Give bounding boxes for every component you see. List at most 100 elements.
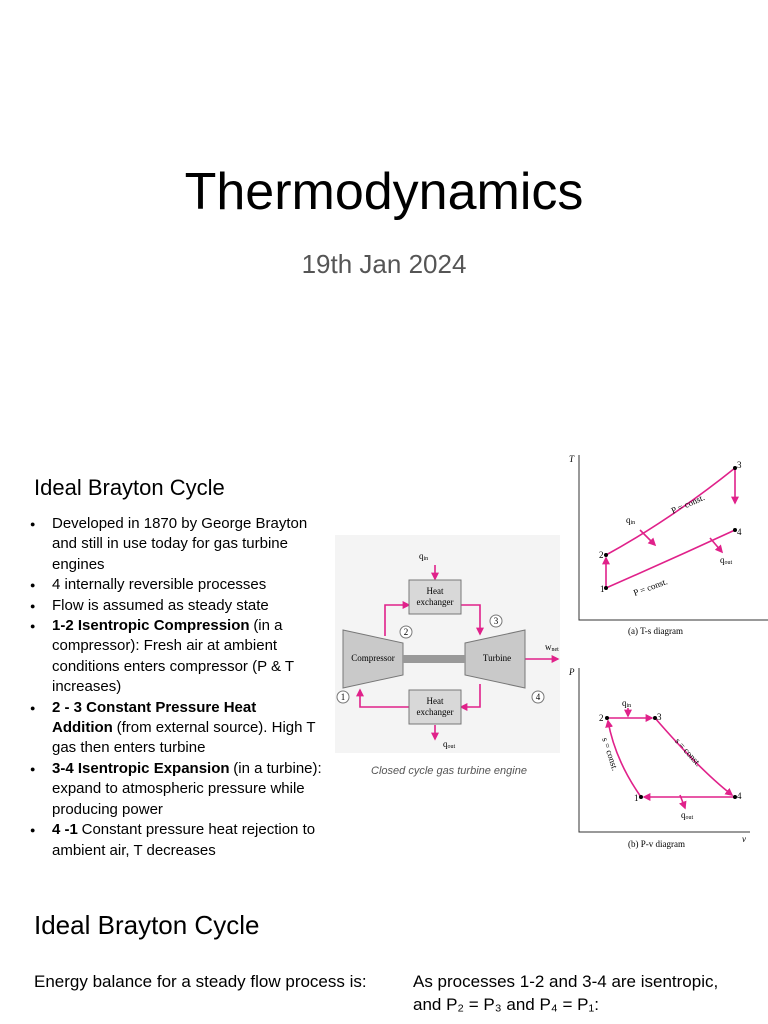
axes bbox=[578, 455, 768, 621]
bullet: 2 - 3 Constant Pressure Heat Addition(fr… bbox=[30, 698, 322, 759]
label: Turbine bbox=[483, 653, 511, 663]
points bbox=[605, 716, 737, 799]
heading: Ideal Brayton Cycle bbox=[34, 475, 225, 500]
process bbox=[605, 719, 642, 798]
label: Heat bbox=[427, 696, 444, 706]
point bbox=[733, 466, 737, 470]
state: 4 bbox=[536, 692, 541, 702]
label: qin bbox=[419, 551, 428, 562]
state-circle bbox=[489, 614, 503, 628]
state-circle bbox=[531, 690, 545, 704]
point bbox=[605, 716, 609, 720]
flow bbox=[461, 604, 484, 636]
flow bbox=[459, 684, 481, 711]
state: 3 bbox=[737, 460, 742, 470]
point bbox=[733, 795, 737, 799]
title: Thermodynamics bbox=[184, 163, 584, 221]
bullet-bold: 4 -1 bbox=[52, 821, 78, 839]
label: P = const. bbox=[632, 576, 669, 598]
subscript: out bbox=[725, 560, 733, 566]
bullet-bold: 2 - 3 Constant Pressure Heat Addition bbox=[52, 698, 257, 737]
caption: Closed cycle gas turbine engine bbox=[371, 765, 527, 777]
bullet: 3-4 Isentropic Expansion(in a turbine): … bbox=[30, 759, 322, 820]
symbol: q bbox=[443, 739, 448, 749]
state: 3 bbox=[657, 712, 662, 722]
axes bbox=[578, 668, 750, 833]
state: 4 bbox=[737, 791, 742, 801]
date: 19th Jan 2024 bbox=[301, 249, 467, 279]
point bbox=[604, 586, 608, 590]
state: 2 bbox=[599, 550, 604, 560]
paragraph: As processes 1-2 and 3-4 are isentropic,… bbox=[413, 972, 719, 1014]
flow bbox=[356, 688, 409, 708]
symbol: q bbox=[681, 810, 686, 820]
flow bbox=[384, 601, 411, 636]
axis-label: T bbox=[569, 454, 575, 464]
bullet-list: Developed in 1870 by George Brayton and … bbox=[30, 514, 322, 861]
process bbox=[605, 467, 736, 556]
bullet: Developed in 1870 by George Brayton and … bbox=[30, 514, 322, 575]
bullet-text: Constant pressure heat rejection to ambi… bbox=[52, 821, 316, 859]
point bbox=[733, 528, 737, 532]
subscript: in bbox=[631, 520, 636, 526]
label: qin bbox=[626, 515, 635, 526]
bullet-text: Flow is assumed as steady state bbox=[52, 596, 269, 614]
axis-label: v bbox=[742, 834, 746, 844]
state: 1 bbox=[600, 584, 605, 594]
bullet-text: (in a turbine): expand to atmospheric pr… bbox=[52, 759, 322, 818]
subscript: in bbox=[627, 703, 632, 709]
label: qout bbox=[443, 739, 456, 750]
bullet: 4 internally reversible processes bbox=[30, 575, 322, 596]
bullet-text: (from external source). High T gas then … bbox=[52, 719, 316, 757]
state: 3 bbox=[494, 616, 499, 626]
label: exchanger bbox=[417, 597, 454, 607]
state-circle bbox=[336, 690, 350, 704]
label: wnet bbox=[545, 642, 559, 653]
point bbox=[653, 716, 657, 720]
heat-arrow bbox=[678, 794, 687, 810]
label: qout bbox=[720, 555, 733, 566]
state-circle bbox=[399, 625, 413, 639]
paragraph: Energy balance for a steady flow process… bbox=[34, 972, 367, 991]
label: qin bbox=[622, 698, 631, 709]
state: 1 bbox=[634, 793, 639, 803]
subscript: out bbox=[448, 744, 456, 750]
bullet-bold: 3-4 Isentropic Expansion bbox=[52, 759, 230, 777]
axis-label: P bbox=[568, 667, 575, 677]
bullet: 1-2 Isentropic Compression(in a compress… bbox=[30, 616, 322, 698]
point bbox=[639, 795, 643, 799]
symbol: q bbox=[419, 551, 424, 561]
state: 2 bbox=[599, 713, 604, 723]
points bbox=[604, 466, 737, 590]
bullet-text: (in a compressor): Fresh air at ambient … bbox=[52, 617, 294, 696]
subscript: net bbox=[552, 647, 560, 653]
label: Compressor bbox=[351, 653, 395, 663]
state: 1 bbox=[341, 692, 346, 702]
heat-arrow bbox=[709, 537, 724, 554]
state: 4 bbox=[737, 527, 742, 537]
shaft bbox=[403, 655, 465, 663]
label: qout bbox=[681, 810, 694, 821]
caption: (a) T-s diagram bbox=[628, 626, 683, 636]
heat-arrow bbox=[639, 529, 657, 547]
subscript: in bbox=[424, 556, 429, 562]
caption: (b) P-v diagram bbox=[628, 839, 685, 849]
compressor bbox=[342, 629, 404, 689]
heat-exchanger bbox=[408, 579, 462, 615]
state: 2 bbox=[404, 627, 409, 637]
subscript: out bbox=[686, 815, 694, 821]
bullet-bold: 1-2 Isentropic Compression bbox=[52, 617, 250, 635]
bullet-text: 4 internally reversible processes bbox=[52, 576, 267, 594]
symbol: w bbox=[545, 642, 552, 652]
bullet-text: Developed in 1870 by George Brayton and … bbox=[52, 515, 308, 573]
symbol: q bbox=[720, 555, 725, 565]
symbol: q bbox=[626, 515, 631, 525]
process bbox=[605, 529, 736, 589]
label: s = const. bbox=[673, 736, 703, 768]
point bbox=[604, 553, 608, 557]
label: Heat bbox=[427, 586, 444, 596]
heading: Ideal Brayton Cycle bbox=[34, 910, 260, 940]
